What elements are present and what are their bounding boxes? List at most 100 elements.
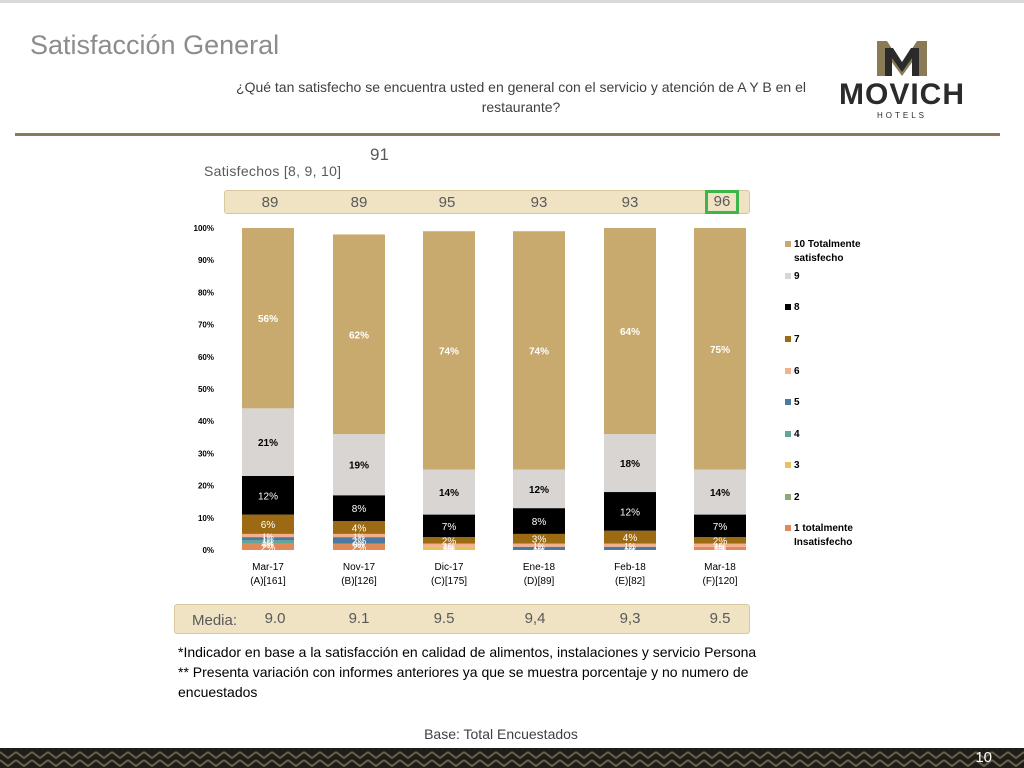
data-label: 8%: [532, 517, 547, 528]
satisfechos-value-highlighted: 96: [705, 190, 739, 214]
bar-segment: [694, 546, 746, 550]
media-value: 9.5: [433, 610, 455, 627]
data-label: 7%: [442, 522, 457, 533]
data-label: 1%: [443, 542, 455, 551]
x-category-label: Nov-17: [343, 562, 376, 573]
data-label: 0%: [443, 547, 455, 556]
bar-segment: [423, 231, 475, 470]
data-label: 14%: [439, 488, 459, 499]
data-label: 4%: [623, 533, 638, 544]
data-label: 0%: [714, 544, 726, 553]
bar-segment: [694, 543, 746, 547]
bar-segment: [694, 469, 746, 515]
data-label: 0%: [353, 541, 365, 550]
bar-segment: [694, 514, 746, 538]
y-tick-label: 0%: [202, 546, 214, 555]
legend-swatch: [785, 304, 791, 310]
data-label: 7%: [713, 522, 728, 533]
y-tick-label: 10%: [198, 514, 214, 523]
data-label: 0%: [533, 547, 545, 556]
data-label: 1%: [443, 545, 455, 554]
bar-segment: [513, 533, 565, 544]
data-label: 1%: [714, 542, 726, 551]
data-label: 1%: [533, 542, 545, 551]
data-label: 12%: [529, 485, 549, 496]
data-label: 0%: [353, 541, 365, 550]
bar-segment: [513, 508, 565, 534]
bar-segment: [423, 537, 475, 544]
bar-segment: [333, 521, 385, 534]
data-label: 1%: [262, 539, 274, 548]
legend-swatch: [785, 525, 791, 531]
data-label: 14%: [710, 488, 730, 499]
data-label: 2%: [442, 536, 457, 547]
data-label: 0%: [624, 547, 636, 556]
bar-segment: [604, 228, 656, 435]
data-label: 2%: [713, 536, 728, 547]
legend-label: 6: [794, 366, 800, 377]
legend-swatch: [785, 241, 791, 247]
data-label: 0%: [353, 541, 365, 550]
media-band: [174, 604, 750, 634]
data-label: 0%: [714, 544, 726, 553]
satisfechos-value: 95: [438, 194, 456, 211]
footnotes: *Indicador en base a la satisfacción en …: [178, 642, 778, 702]
data-label: 3%: [532, 535, 547, 546]
y-tick-label: 60%: [198, 353, 214, 362]
base-note: Base: Total Encuestados: [424, 726, 578, 742]
svg-text:MOVICH: MOVICH: [839, 78, 965, 111]
bar-segment: [333, 533, 385, 538]
data-label: 0%: [443, 544, 455, 553]
data-label: 0%: [533, 547, 545, 556]
data-label: 0%: [714, 544, 726, 553]
bar-segment: [604, 546, 656, 550]
data-label: 0%: [624, 547, 636, 556]
bar-segment: [694, 537, 746, 544]
bar-segment: [423, 543, 475, 547]
bar-segment: [333, 537, 385, 544]
satisfechos-band: [224, 190, 750, 214]
x-category-sublabel: (E)[82]: [615, 576, 645, 587]
data-label: 0%: [624, 547, 636, 556]
media-value: 9.1: [348, 610, 370, 627]
data-label: 64%: [620, 327, 640, 338]
data-label: 56%: [258, 314, 278, 325]
bar-segment: [242, 475, 294, 515]
legend-swatch: [785, 273, 791, 279]
x-category-label: Mar-17: [252, 562, 284, 573]
data-label: 0%: [533, 547, 545, 556]
data-label: 0%: [443, 544, 455, 553]
legend-label: 3: [794, 460, 800, 471]
y-tick-label: 80%: [198, 288, 214, 297]
satisfechos-value: 93: [621, 194, 639, 211]
bar-segment: [242, 514, 294, 534]
survey-question: ¿Qué tan satisfecho se encuentra usted e…: [236, 79, 806, 115]
y-tick-label: 50%: [198, 385, 214, 394]
bar-segment: [333, 543, 385, 550]
data-label: 1%: [624, 542, 636, 551]
data-label: 0%: [624, 547, 636, 556]
data-label: 1%: [353, 533, 365, 542]
data-label: 0%: [262, 541, 274, 550]
data-label: 2%: [352, 536, 367, 547]
legend-swatch: [785, 462, 791, 468]
x-category-label: Ene-18: [523, 562, 556, 573]
y-tick-label: 100%: [194, 224, 214, 233]
bar-segment: [604, 530, 656, 544]
data-label: 12%: [258, 491, 278, 502]
legend-label: 2: [794, 492, 800, 503]
satisfechos-value: 89: [261, 194, 279, 211]
data-label: 1%: [624, 545, 636, 554]
bar-segment: [513, 543, 565, 547]
page-title: Satisfacción General: [30, 30, 280, 60]
stacked-bar-chart: 0%10%20%30%40%50%60%70%80%90%100%2%0%0%1…: [194, 224, 746, 587]
legend-label: 4: [794, 429, 800, 440]
data-label: 1%: [533, 545, 545, 554]
media-label: Media:: [192, 612, 238, 629]
x-category-sublabel: (B)[126]: [341, 576, 377, 587]
legend-swatch: [785, 336, 791, 342]
satisfechos-value: 89: [350, 194, 368, 211]
x-category-sublabel: (F)[120]: [702, 576, 737, 587]
bar-segment: [513, 546, 565, 550]
data-label: 1%: [714, 545, 726, 554]
